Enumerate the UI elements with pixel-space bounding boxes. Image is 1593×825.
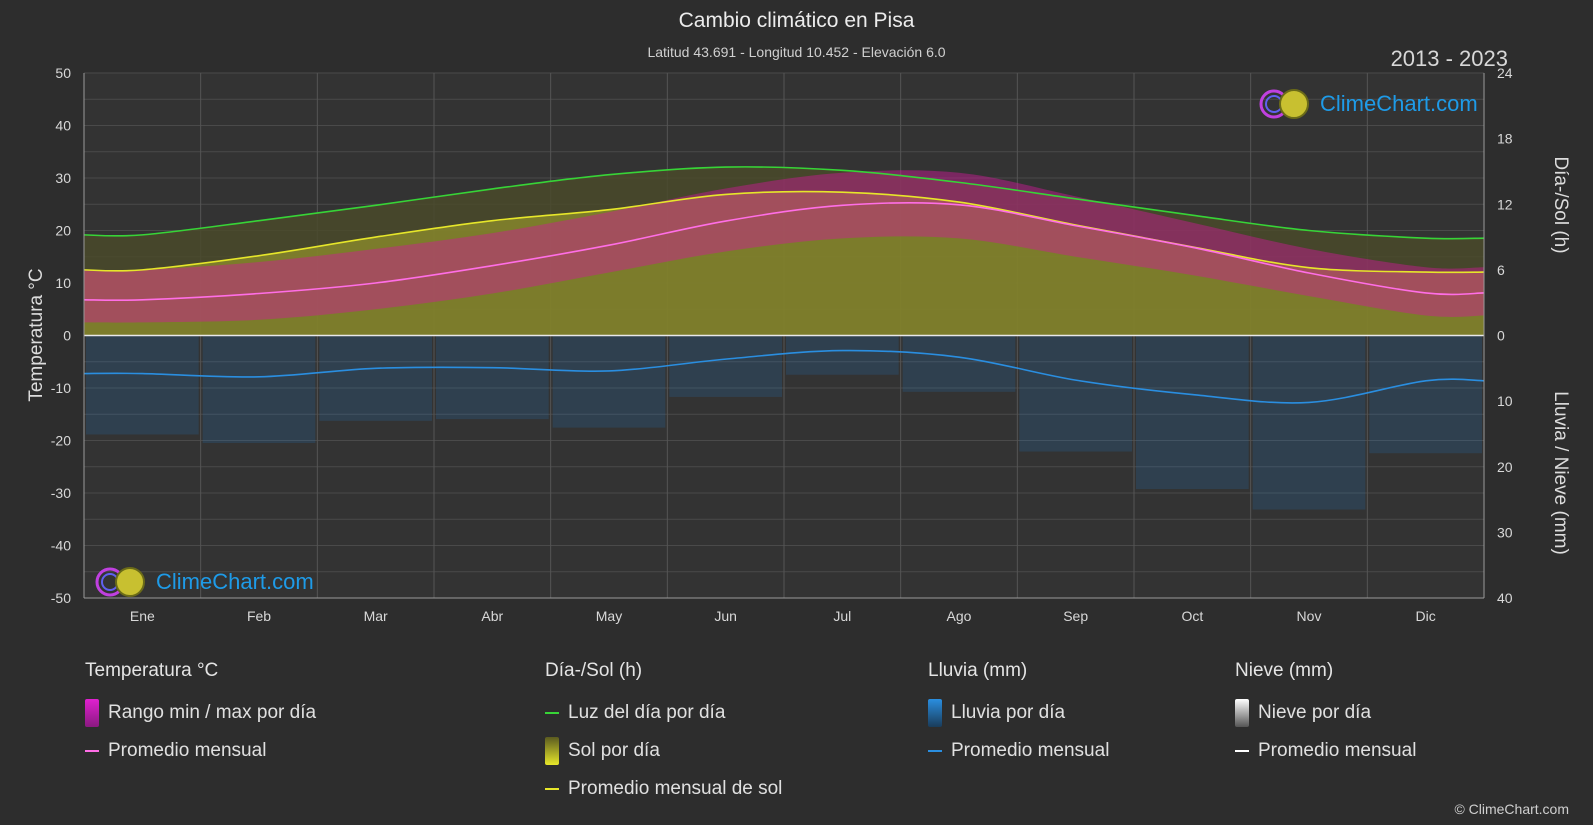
right-bottom-tick-label: 20 <box>1497 459 1513 475</box>
left-axis-title: Temperatura °C <box>26 268 47 402</box>
month-tick-label: May <box>596 608 622 624</box>
brand-logo-top[interactable]: ClimeChart.com <box>1258 88 1478 120</box>
rain-swatch <box>928 699 942 727</box>
month-tick-label: Dic <box>1416 608 1436 624</box>
legend-snow: Nieve (mm) Nieve por día Promedio mensua… <box>1235 660 1416 770</box>
month-tick-label: Ago <box>947 608 972 624</box>
legend-heading: Temperatura °C <box>85 660 219 681</box>
legend-label: Promedio mensual de sol <box>568 778 783 799</box>
rain-bar <box>436 335 549 420</box>
left-tick-label: -30 <box>51 485 71 501</box>
legend-item-daylight: Luz del día por día <box>545 694 782 732</box>
month-tick-label: Ene <box>130 608 155 624</box>
legend-label: Sol por día <box>568 740 660 761</box>
temp-range-swatch <box>85 699 99 727</box>
climechart-logo-icon <box>1259 89 1309 119</box>
sun-avg-line <box>83 190 1485 274</box>
left-tick-label: 30 <box>55 170 71 186</box>
sunshine-area <box>84 191 1484 336</box>
left-tick-label: 0 <box>63 328 71 344</box>
chart-title: Cambio climático en Pisa <box>678 9 915 32</box>
rain-bar <box>319 335 432 421</box>
temp-avg-swatch <box>85 750 99 752</box>
left-tick-label: 50 <box>55 65 71 81</box>
period-label: 2013 - 2023 <box>1390 46 1508 71</box>
legend-item-snow: Nieve por día <box>1235 694 1416 732</box>
month-tick-label: Sep <box>1063 608 1088 624</box>
temp-range-band <box>84 170 1484 323</box>
legend-sun: Día-/Sol (h) Luz del día por día Sol por… <box>545 660 782 808</box>
right-top-tick-label: 24 <box>1497 65 1513 81</box>
temp-avg-line <box>83 201 1485 302</box>
legend-item-sunshine: Sol por día <box>545 732 782 770</box>
left-tick-label: 40 <box>55 118 71 134</box>
legend-heading: Lluvia (mm) <box>928 660 1028 681</box>
rain-bar <box>669 335 782 397</box>
month-tick-label: Jul <box>833 608 851 624</box>
sun-avg-swatch <box>545 788 559 790</box>
daylight-line <box>83 166 1485 240</box>
month-tick-label: Oct <box>1181 608 1203 624</box>
legend-item-sun-avg: Promedio mensual de sol <box>545 770 782 808</box>
right-top-axis-title: Día-/Sol (h) <box>1550 156 1571 254</box>
right-bottom-tick-label: 10 <box>1497 393 1513 409</box>
legend-item-temp-avg: Promedio mensual <box>85 732 316 770</box>
legend-heading: Nieve (mm) <box>1235 660 1334 681</box>
rain-bar <box>1252 335 1366 510</box>
left-tick-label: 10 <box>55 275 71 291</box>
rain-bar <box>202 335 316 443</box>
right-bottom-tick-label: 40 <box>1497 590 1513 606</box>
left-tick-label: 20 <box>55 223 71 239</box>
rain-bar <box>786 335 899 375</box>
legend-item-snow-avg: Promedio mensual <box>1235 732 1416 770</box>
legend-item-rain-avg: Promedio mensual <box>928 732 1109 770</box>
left-tick-label: -40 <box>51 538 71 554</box>
month-tick-label: Mar <box>364 608 388 624</box>
legend-label: Promedio mensual <box>108 740 267 761</box>
brand-text: ClimeChart.com <box>156 569 314 594</box>
brand-text: ClimeChart.com <box>1320 91 1478 116</box>
month-tick-label: Jun <box>714 608 737 624</box>
legend-rain: Lluvia (mm) Lluvia por día Promedio mens… <box>928 660 1109 770</box>
left-tick-label: -50 <box>51 590 71 606</box>
legend-heading: Día-/Sol (h) <box>545 660 643 681</box>
right-top-tick-label: 12 <box>1497 196 1513 212</box>
legend: Temperatura °C Rango min / max por día P… <box>0 660 1593 825</box>
rain-avg-line <box>83 349 1485 404</box>
rain-bar <box>552 335 666 428</box>
legend-item-rain: Lluvia por día <box>928 694 1109 732</box>
rain-bar <box>1136 335 1249 490</box>
sunshine-swatch <box>545 737 559 765</box>
legend-item-temp-range: Rango min / max por día <box>85 694 316 732</box>
right-bottom-tick-label: 30 <box>1497 524 1513 540</box>
rain-avg-swatch <box>928 750 942 752</box>
brand-logo-bottom[interactable]: ClimeChart.com <box>94 566 314 598</box>
legend-label: Nieve por día <box>1258 702 1372 723</box>
right-bottom-axis-title: Lluvia / Nieve (mm) <box>1550 391 1571 555</box>
legend-temperature: Temperatura °C Rango min / max por día P… <box>85 660 316 770</box>
right-top-tick-label: 0 <box>1497 328 1505 344</box>
legend-label: Luz del día por día <box>568 702 726 723</box>
month-tick-label: Feb <box>247 608 271 624</box>
legend-label: Promedio mensual <box>1258 740 1417 761</box>
month-tick-label: Nov <box>1297 608 1322 624</box>
copyright: © ClimeChart.com <box>1454 801 1569 817</box>
chart-subtitle: Latitud 43.691 - Longitud 10.452 - Eleva… <box>647 44 946 60</box>
climechart-logo-icon <box>95 567 145 597</box>
rain-bar <box>1369 335 1482 454</box>
legend-label: Promedio mensual <box>951 740 1110 761</box>
legend-label: Rango min / max por día <box>108 702 317 723</box>
legend-label: Lluvia por día <box>951 702 1066 723</box>
snow-swatch <box>1235 699 1249 727</box>
left-tick-label: -10 <box>51 380 71 396</box>
right-top-tick-label: 6 <box>1497 262 1505 278</box>
rain-bar <box>86 335 199 435</box>
daylight-swatch <box>545 712 559 714</box>
rain-bar <box>1019 335 1132 452</box>
month-tick-label: Abr <box>481 608 503 624</box>
left-tick-label: -20 <box>51 433 71 449</box>
right-top-tick-label: 18 <box>1497 131 1513 147</box>
snow-avg-swatch <box>1235 750 1249 752</box>
